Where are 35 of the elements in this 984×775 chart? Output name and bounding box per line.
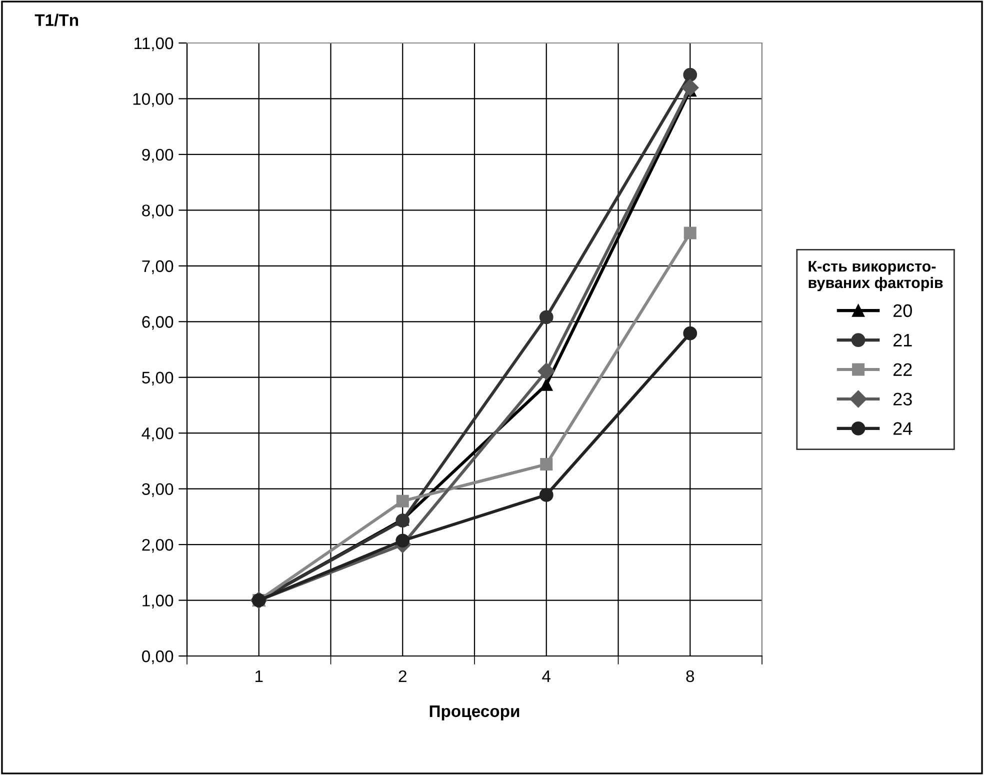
y-tick-label: 5,00 <box>142 372 174 386</box>
point <box>683 326 698 340</box>
y-tick-label: 3,00 <box>142 483 174 497</box>
x-axis-title: Процесори <box>430 705 520 720</box>
legend-title: К-сть використо- вуваних факторів <box>808 261 943 292</box>
y-axis-title: T1/Tn <box>34 14 78 26</box>
point <box>539 310 554 324</box>
y-tick-label: 1,00 <box>142 594 174 608</box>
point <box>683 68 698 82</box>
point <box>540 458 553 471</box>
legend-label: 21 <box>894 334 912 346</box>
x-tick-label: 4 <box>542 670 551 682</box>
point <box>396 534 410 548</box>
y-tick-label: 0,00 <box>142 650 174 664</box>
y-tick-label: 10,00 <box>133 93 174 107</box>
y-tick-label: 9,00 <box>142 148 174 163</box>
y-tick-label: 11,00 <box>134 37 174 52</box>
legend-label: 22 <box>894 363 912 376</box>
point <box>684 226 696 240</box>
point <box>539 488 554 502</box>
y-tick-label: 2,00 <box>142 538 174 553</box>
point <box>682 79 699 96</box>
y-tick-label: 4,00 <box>142 427 174 442</box>
y-tick-label: 8,00 <box>142 204 174 218</box>
x-tick-label: 2 <box>398 670 406 682</box>
y-tick-label: 6,00 <box>142 316 174 330</box>
point <box>540 378 553 391</box>
legend-label: 23 <box>894 392 912 406</box>
legend-label: 20 <box>894 304 912 318</box>
y-tick-label: 7,00 <box>142 260 174 274</box>
x-tick-label: 8 <box>686 670 694 682</box>
point <box>538 362 555 380</box>
x-tick-label: 1 <box>256 670 263 682</box>
legend-label: 24 <box>894 422 912 435</box>
point <box>396 494 409 508</box>
